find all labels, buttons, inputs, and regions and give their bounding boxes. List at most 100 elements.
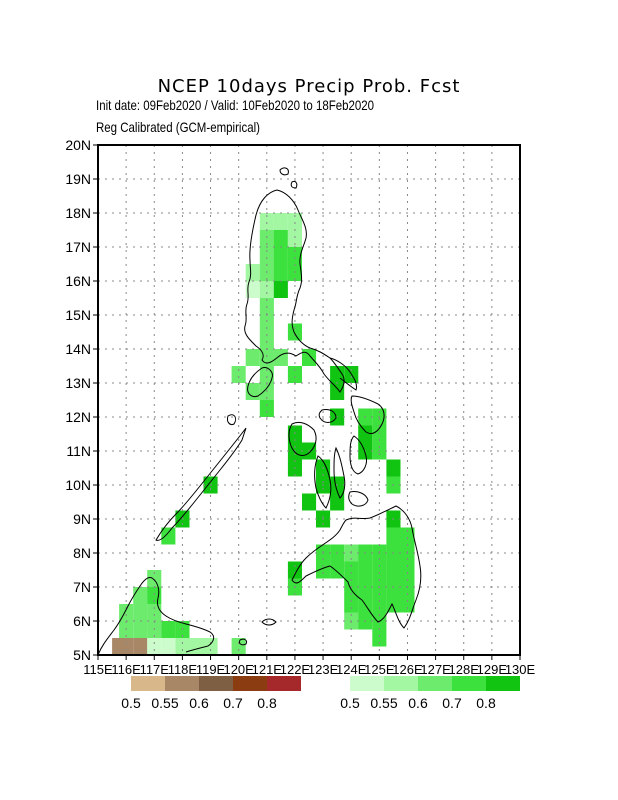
lat-tick-label: 10N [65, 477, 91, 493]
lat-tick-label: 8N [73, 545, 91, 561]
dry-legend-swatch [267, 676, 301, 691]
lat-tick-label: 14N [65, 341, 91, 357]
probability-cell [245, 349, 260, 366]
lat-tick-label: 16N [65, 273, 91, 289]
subtitle-calibration: Reg Calibrated (GCM-empirical) [96, 119, 260, 135]
dry-legend-swatch [165, 676, 199, 691]
probability-cell [287, 230, 302, 247]
lon-tick-label: 122E [280, 662, 311, 677]
probability-cell [273, 264, 288, 281]
probability-cell [259, 247, 274, 264]
probability-cell [161, 638, 176, 655]
lat-tick-label: 15N [65, 307, 91, 323]
probability-cell [372, 629, 387, 647]
probability-cell [133, 604, 148, 621]
probability-cell [330, 383, 345, 400]
lat-tick-label: 12N [65, 409, 91, 425]
wet-legend-swatch [418, 676, 452, 691]
probability-cell [259, 315, 274, 332]
coastlines [98, 167, 422, 655]
probability-cell [231, 366, 246, 383]
dry-legend-label: 0.55 [151, 695, 178, 711]
probability-cell [386, 459, 401, 477]
subtitle-init-valid: Init date: 09Feb2020 / Valid: 10Feb2020 … [96, 97, 375, 113]
probability-cell [259, 332, 274, 349]
probability-cell [372, 561, 387, 579]
probability-cell [400, 595, 415, 613]
lat-tick-label: 19N [65, 171, 91, 187]
probability-cell [245, 281, 260, 298]
lon-tick-label: 123E [308, 662, 339, 677]
gridlines [98, 145, 520, 655]
probability-cell [259, 400, 274, 417]
probability-cell [400, 561, 415, 579]
legend: 0.5 0.55 0.6 0.7 0.8 0.5 0.55 0.6 0.7 0.8 [121, 676, 520, 711]
probability-cell [273, 230, 288, 247]
probability-cell [161, 621, 176, 638]
probability-cell [302, 349, 317, 366]
lon-tick-label: 120E [223, 662, 254, 677]
lon-tick-label: 124E [336, 662, 367, 677]
probability-cell [287, 213, 302, 230]
probability-cells [112, 213, 415, 655]
lat-tick-label: 11N [66, 443, 91, 459]
probability-cell [203, 638, 218, 655]
probability-cell [358, 561, 373, 579]
wet-legend-swatch [452, 676, 486, 691]
lon-tick-label: 125E [364, 662, 395, 677]
dry-legend-label: 0.5 [121, 695, 141, 711]
probability-cell [133, 638, 148, 655]
probability-cell [358, 425, 373, 443]
lat-tick-label: 18N [65, 205, 91, 221]
probability-cell [287, 366, 302, 383]
probability-cell [133, 587, 148, 604]
lon-tick-label: 119E [196, 662, 226, 677]
probability-cell [287, 323, 302, 341]
lon-tick-label: 121E [252, 662, 283, 677]
dry-legend-label: 0.6 [189, 695, 209, 711]
lon-tick-label: 129E [477, 662, 508, 677]
probability-cell [189, 638, 204, 655]
probability-cell [372, 595, 387, 613]
probability-cell [259, 213, 274, 230]
lon-tick-label: 126E [392, 662, 423, 677]
probability-cell [133, 621, 148, 638]
lon-tick-label: 115E [83, 662, 113, 677]
probability-cell [400, 527, 415, 545]
dry-legend-swatch [131, 676, 165, 691]
wet-legend-swatch [350, 676, 384, 691]
probability-cell [175, 638, 190, 655]
probability-cell [259, 230, 274, 247]
probability-cell [273, 213, 288, 230]
dry-legend-label: 0.7 [223, 695, 243, 711]
wet-legend-label: 0.6 [408, 695, 428, 711]
wet-legend-label: 0.5 [340, 695, 360, 711]
wet-legend-label: 0.7 [442, 695, 462, 711]
probability-cell [161, 527, 176, 545]
axes: 5N 6N 7N 8N 9N 10N 11N 12N 13N 14N 15N 16N 17N 18N 19N… [65, 137, 535, 677]
lat-tick-label: 13N [65, 375, 91, 391]
probability-cell [245, 264, 260, 281]
lat-tick-label: 6N [73, 613, 91, 629]
lon-tick-label: 128E [449, 662, 480, 677]
plot-frame [97, 144, 521, 656]
lat-tick-label: 7N [73, 579, 91, 595]
probability-cell [273, 247, 288, 264]
probability-cell [344, 595, 359, 613]
dry-legend-swatch [199, 676, 233, 691]
probability-cell [245, 383, 260, 400]
dry-legend-label: 0.8 [257, 695, 277, 711]
lat-tick-label: 17N [65, 239, 91, 255]
lat-tick-label: 5N [73, 647, 91, 663]
probability-cell [273, 281, 288, 298]
probability-cell [386, 561, 401, 579]
wet-legend-swatch [384, 676, 418, 691]
lat-tick-label: 20N [65, 137, 91, 153]
probability-cell [273, 349, 288, 366]
probability-cell [316, 561, 331, 579]
probability-cell [147, 570, 162, 587]
lon-tick-label: 127E [420, 662, 451, 677]
probability-cell [147, 638, 162, 655]
wet-legend-swatch [486, 676, 520, 691]
lon-tick-label: 117E [140, 662, 170, 677]
